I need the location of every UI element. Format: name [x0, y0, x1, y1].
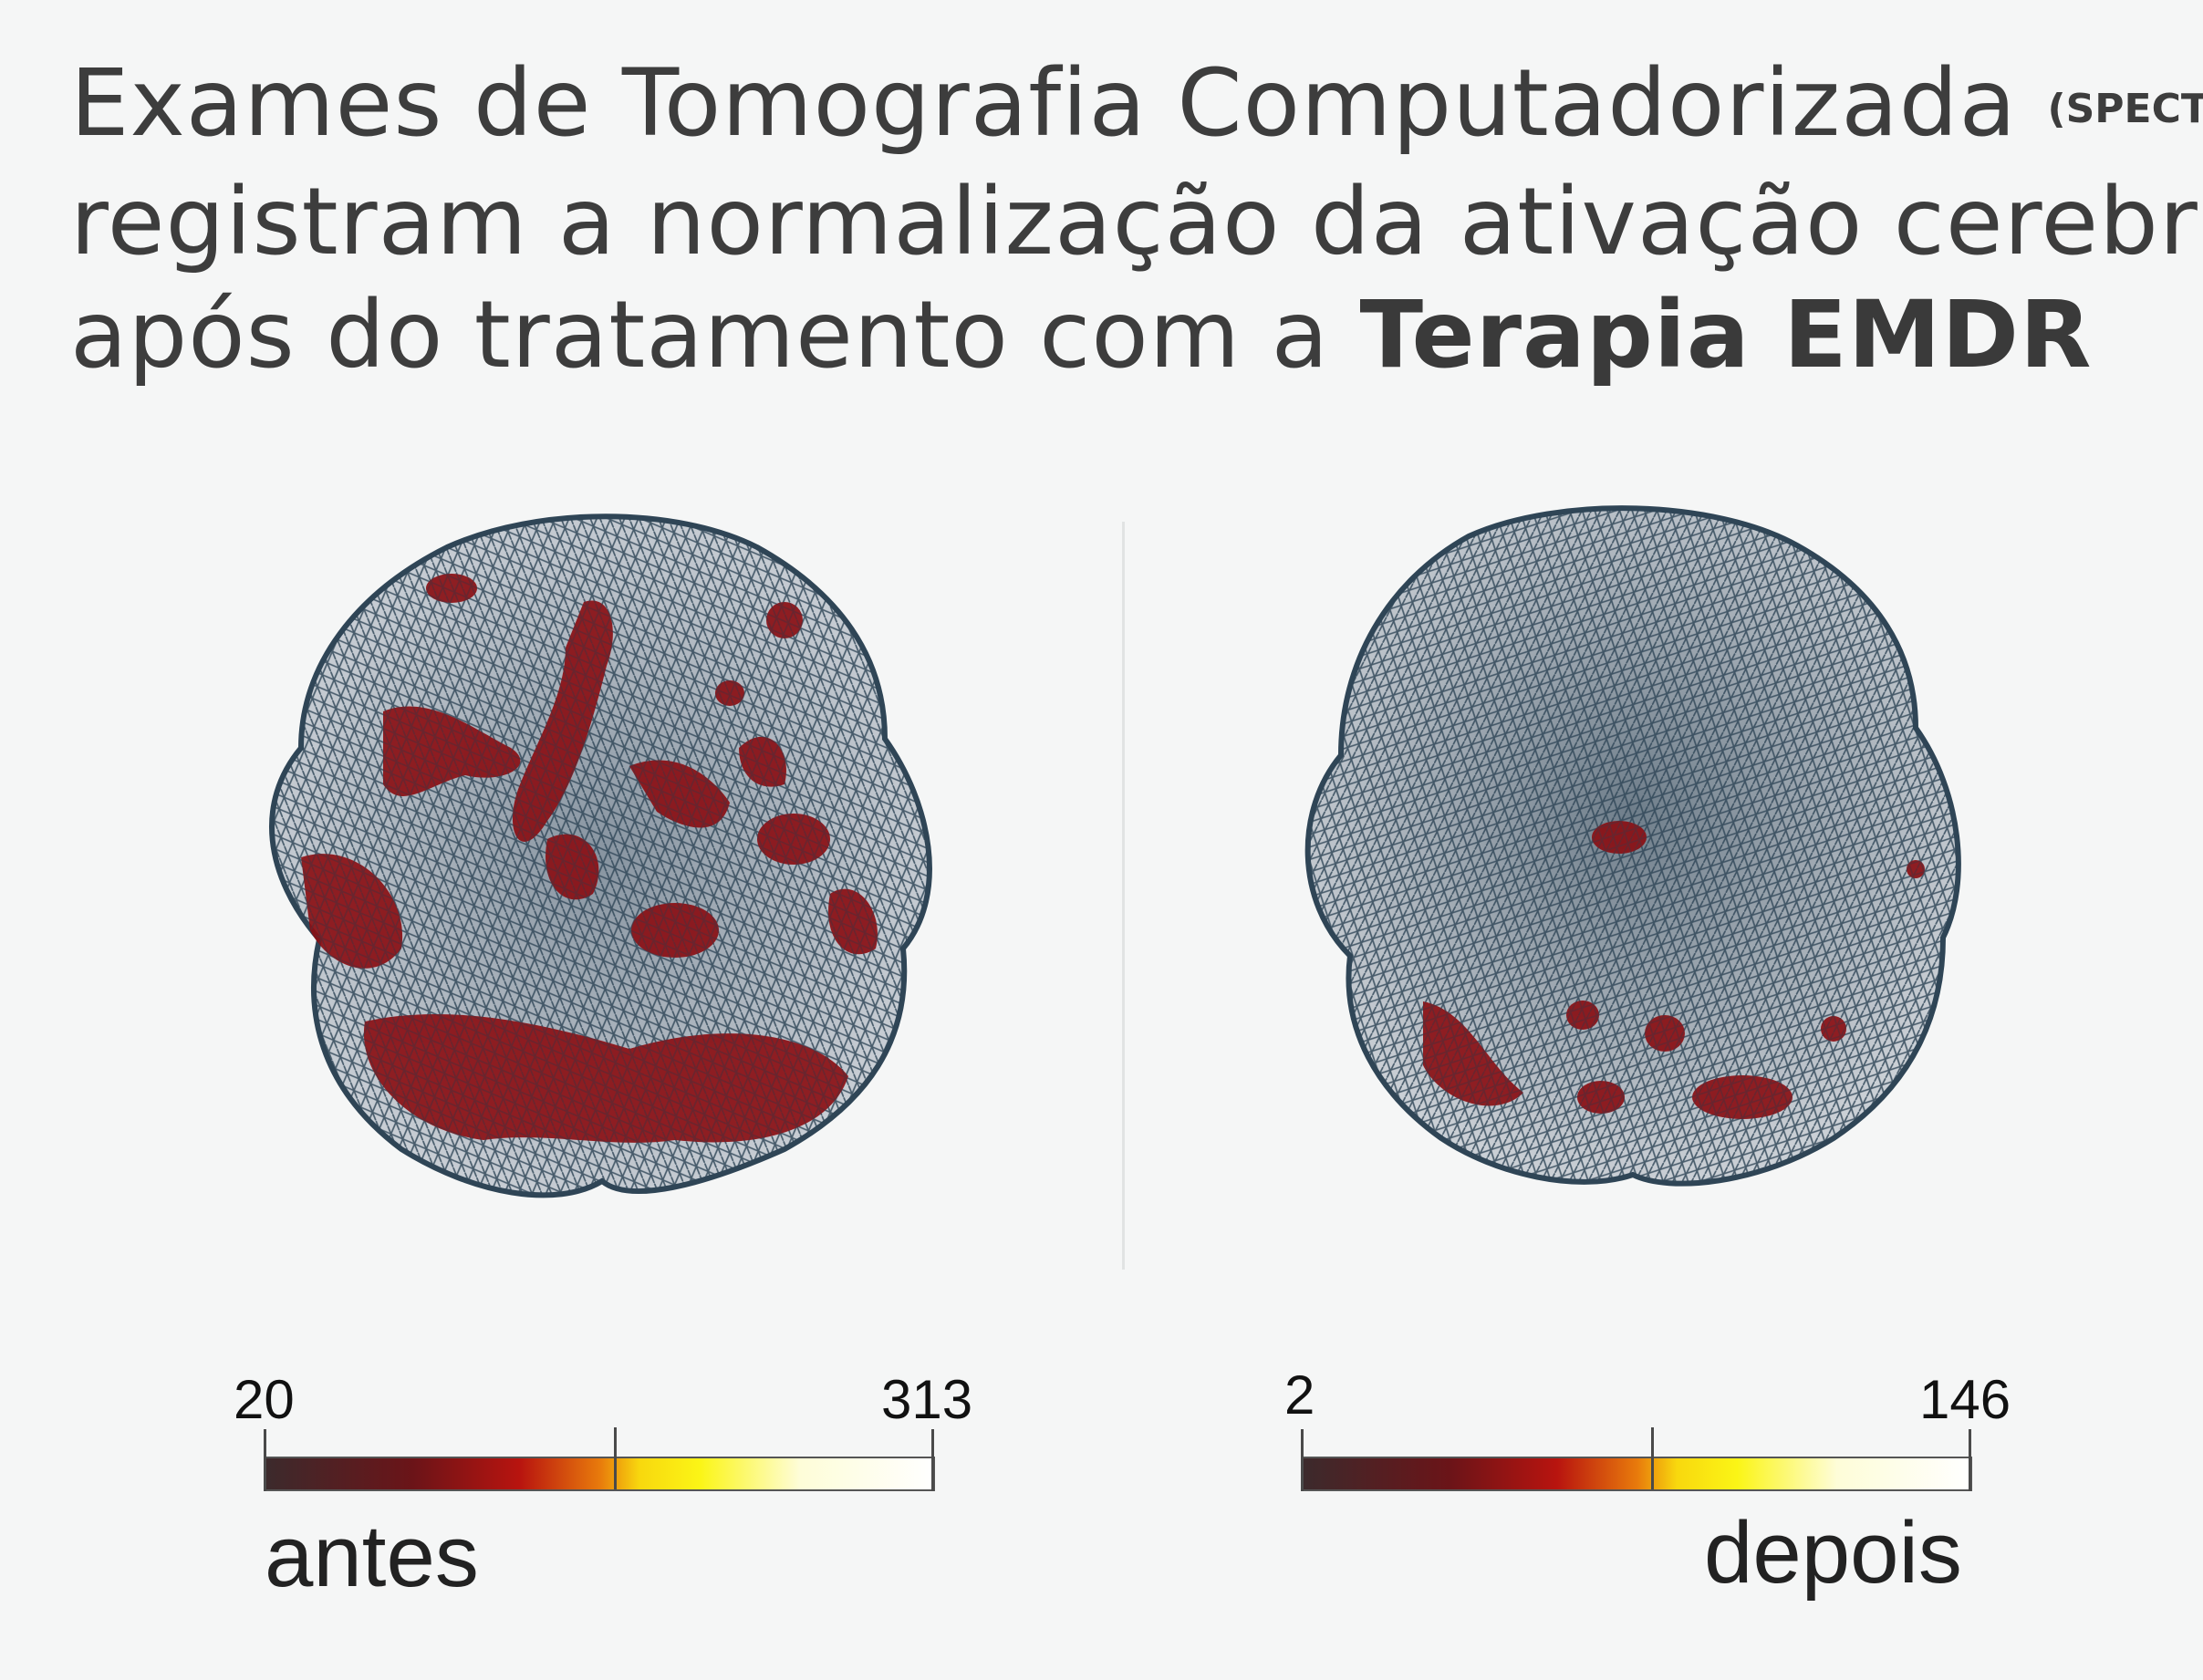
- center-divider: [1122, 522, 1125, 1270]
- color-scale-after-bar: [1302, 1457, 1972, 1491]
- headline-line-1-text: Exames de Tomografia Computadorizada: [70, 49, 2018, 158]
- brain-scan-before: [246, 511, 967, 1213]
- headline-line-1: Exames de Tomografia Computadorizada (SP…: [70, 47, 2203, 166]
- headline: Exames de Tomografia Computadorizada (SP…: [70, 47, 2203, 392]
- color-scale-before: [264, 1427, 935, 1491]
- color-scale-after: [1301, 1427, 1972, 1491]
- headline-line-3: após do tratamento com a Terapia EMDR: [70, 279, 2134, 392]
- scale-before-max: 313: [881, 1369, 973, 1430]
- scale-after-min: 2: [1284, 1364, 1315, 1426]
- headline-emphasis: Terapia EMDR: [1359, 281, 2093, 390]
- headline-line-2: registram a normalização da ativação cer…: [70, 168, 2203, 277]
- tick-before-end: [931, 1429, 934, 1491]
- tick-after-end: [1969, 1429, 1971, 1491]
- brain-scan-after: [1286, 500, 1989, 1202]
- tick-before-mid: [614, 1427, 617, 1489]
- scale-before-min: 20: [234, 1369, 295, 1430]
- tick-after-mid: [1651, 1427, 1654, 1489]
- headline-line-3-text: após do tratamento com a: [70, 281, 1360, 390]
- spect-note: (SPECT): [2047, 86, 2203, 133]
- label-after: depois: [1704, 1504, 1962, 1602]
- scale-after-max: 146: [1919, 1369, 2011, 1430]
- tick-after-start: [1301, 1429, 1304, 1491]
- color-scale-before-bar: [265, 1457, 935, 1491]
- label-before: antes: [265, 1508, 479, 1605]
- tick-before-start: [264, 1429, 266, 1491]
